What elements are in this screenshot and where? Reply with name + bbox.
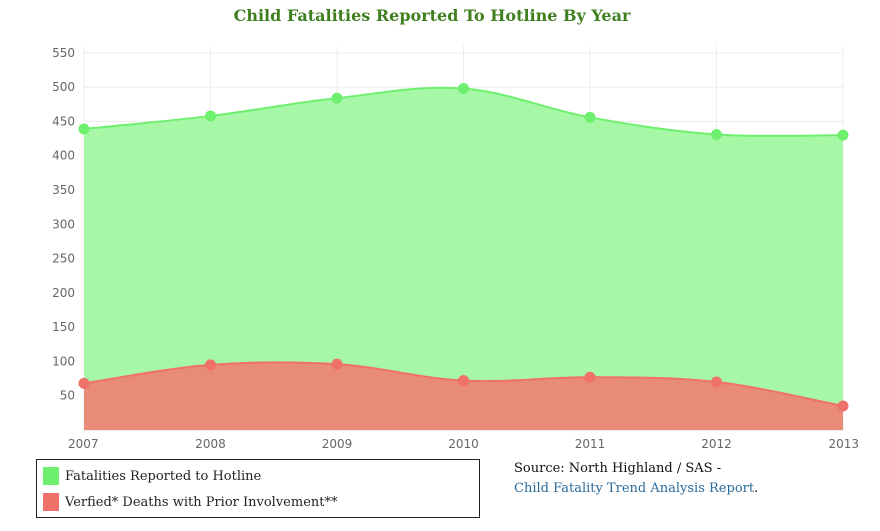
x-tick-label: 2007: [68, 437, 99, 451]
source-report-link[interactable]: Child Fatality Trend Analysis Report: [514, 481, 755, 496]
source-suffix: .: [754, 481, 759, 496]
x-tick-label: 2009: [322, 437, 353, 451]
y-tick-label: 300: [52, 217, 75, 231]
data-point-prior-involvement[interactable]: [331, 358, 343, 370]
area-fill-prior-involvement: [84, 362, 843, 430]
data-point-prior-involvement[interactable]: [78, 377, 90, 389]
area-fill-hotline: [84, 87, 843, 430]
data-point-hotline[interactable]: [205, 110, 216, 122]
y-tick-label: 350: [52, 183, 75, 197]
chart-legend: Fatalities Reported to Hotline Verfied* …: [36, 459, 480, 518]
legend-item-hotline[interactable]: Fatalities Reported to Hotline: [43, 465, 261, 487]
data-point-prior-involvement[interactable]: [711, 376, 722, 388]
y-tick-label: 450: [52, 114, 75, 128]
source-note: Source: North Highland / SAS - Child Fat…: [514, 459, 758, 499]
x-tick-label: 2011: [575, 437, 606, 451]
y-tick-label: 200: [52, 286, 75, 300]
legend-label-prior-involvement: Verfied* Deaths with Prior Involvement**: [65, 494, 338, 510]
x-tick-label: 2012: [701, 437, 732, 451]
legend-swatch-hotline: [43, 467, 59, 485]
data-point-prior-involvement[interactable]: [205, 359, 216, 371]
y-tick-label: 50: [60, 389, 75, 403]
source-text: Source: North Highland / SAS -: [514, 461, 722, 476]
data-point-prior-involvement[interactable]: [584, 371, 596, 383]
y-tick-label: 100: [52, 354, 75, 368]
y-tick-label: 400: [52, 149, 75, 163]
x-tick-label: 2008: [195, 437, 226, 451]
data-point-hotline[interactable]: [331, 92, 343, 104]
data-point-prior-involvement[interactable]: [837, 400, 849, 412]
data-point-hotline[interactable]: [458, 83, 469, 95]
x-axis: 2007 2008 2009 2010 2011 2012 2013: [68, 437, 859, 451]
x-tick-label: 2010: [448, 437, 479, 451]
chart-title: Child Fatalities Reported To Hotline By …: [233, 6, 631, 25]
legend-swatch-prior-involvement: [43, 493, 59, 511]
data-point-hotline[interactable]: [584, 111, 596, 123]
data-point-hotline[interactable]: [711, 128, 722, 140]
data-point-hotline[interactable]: [78, 123, 90, 135]
x-tick-label: 2013: [828, 437, 859, 451]
data-point-hotline[interactable]: [837, 129, 849, 141]
y-axis: 50 100 150 200 250 300 350 400 450 500 550: [52, 46, 75, 403]
y-tick-label: 150: [52, 320, 75, 334]
y-tick-label: 500: [52, 80, 75, 94]
point-layer: [78, 83, 849, 412]
y-tick-label: 250: [52, 252, 75, 266]
y-tick-label: 550: [52, 46, 75, 60]
source-link-line: Child Fatality Trend Analysis Report.: [514, 479, 758, 499]
legend-label-hotline: Fatalities Reported to Hotline: [65, 468, 262, 484]
legend-item-prior-involvement[interactable]: Verfied* Deaths with Prior Involvement**: [43, 491, 338, 513]
data-point-prior-involvement[interactable]: [458, 375, 469, 387]
